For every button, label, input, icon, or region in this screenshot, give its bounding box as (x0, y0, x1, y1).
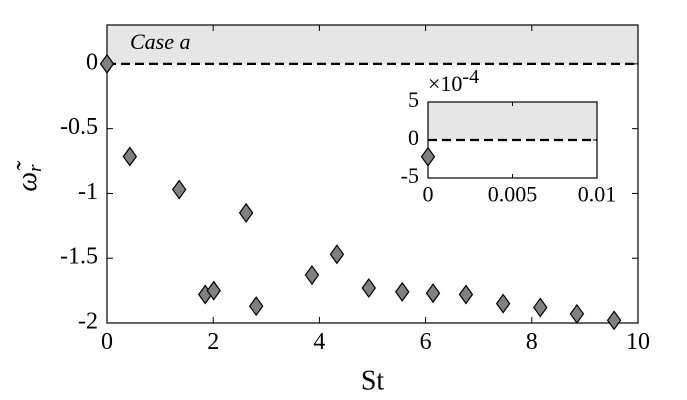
x-tick-label: 0 (101, 329, 113, 355)
x-tick-label: 8 (526, 329, 538, 355)
y-axis-subscript: r (25, 164, 46, 172)
data-point (458, 284, 474, 305)
y-tick-label: 0 (86, 49, 98, 75)
axes-box (106, 24, 639, 324)
data-point (248, 296, 264, 317)
y-tick-label: -2 (78, 309, 98, 335)
annotation: Case a (130, 29, 191, 54)
y-tick-label: -5 (401, 163, 419, 188)
data-point (533, 297, 548, 318)
x-tick-label: 10 (626, 329, 650, 355)
data-point (361, 277, 377, 299)
x-tick-label: 0.01 (578, 182, 617, 207)
data-point (304, 265, 320, 286)
y-multiplier: ×10-4 (428, 66, 479, 96)
x-tick-label: 0 (423, 182, 434, 207)
shaded-region (428, 102, 597, 140)
y-tick-label: 0 (408, 125, 419, 150)
data-point (171, 179, 187, 200)
data-point (122, 146, 138, 167)
y-axis-label: ω̃r (12, 160, 46, 192)
data-point (606, 310, 622, 331)
data-point (569, 303, 585, 324)
x-tick-label: 2 (207, 329, 219, 355)
data-point (99, 53, 115, 74)
y-tick-label: 5 (408, 87, 419, 112)
data-point (206, 280, 221, 301)
x-tick-label: 4 (313, 329, 325, 355)
data-point (425, 283, 441, 304)
y-tick-label: -1 (78, 179, 98, 205)
x-tick-label: 0.005 (488, 182, 538, 207)
y-multiplier-base: ×10 (428, 71, 462, 96)
shaded-region (107, 25, 638, 64)
data-point (495, 293, 511, 314)
x-tick-label: 6 (420, 329, 432, 355)
data-point (329, 244, 345, 265)
x-axis-label: St (361, 365, 385, 396)
y-multiplier-exponent: -4 (462, 66, 479, 88)
y-tick-label: -1.5 (60, 244, 98, 270)
data-point (420, 146, 436, 167)
data-point (394, 281, 410, 302)
data-point (238, 202, 254, 223)
y-tick-label: -0.5 (60, 114, 98, 140)
